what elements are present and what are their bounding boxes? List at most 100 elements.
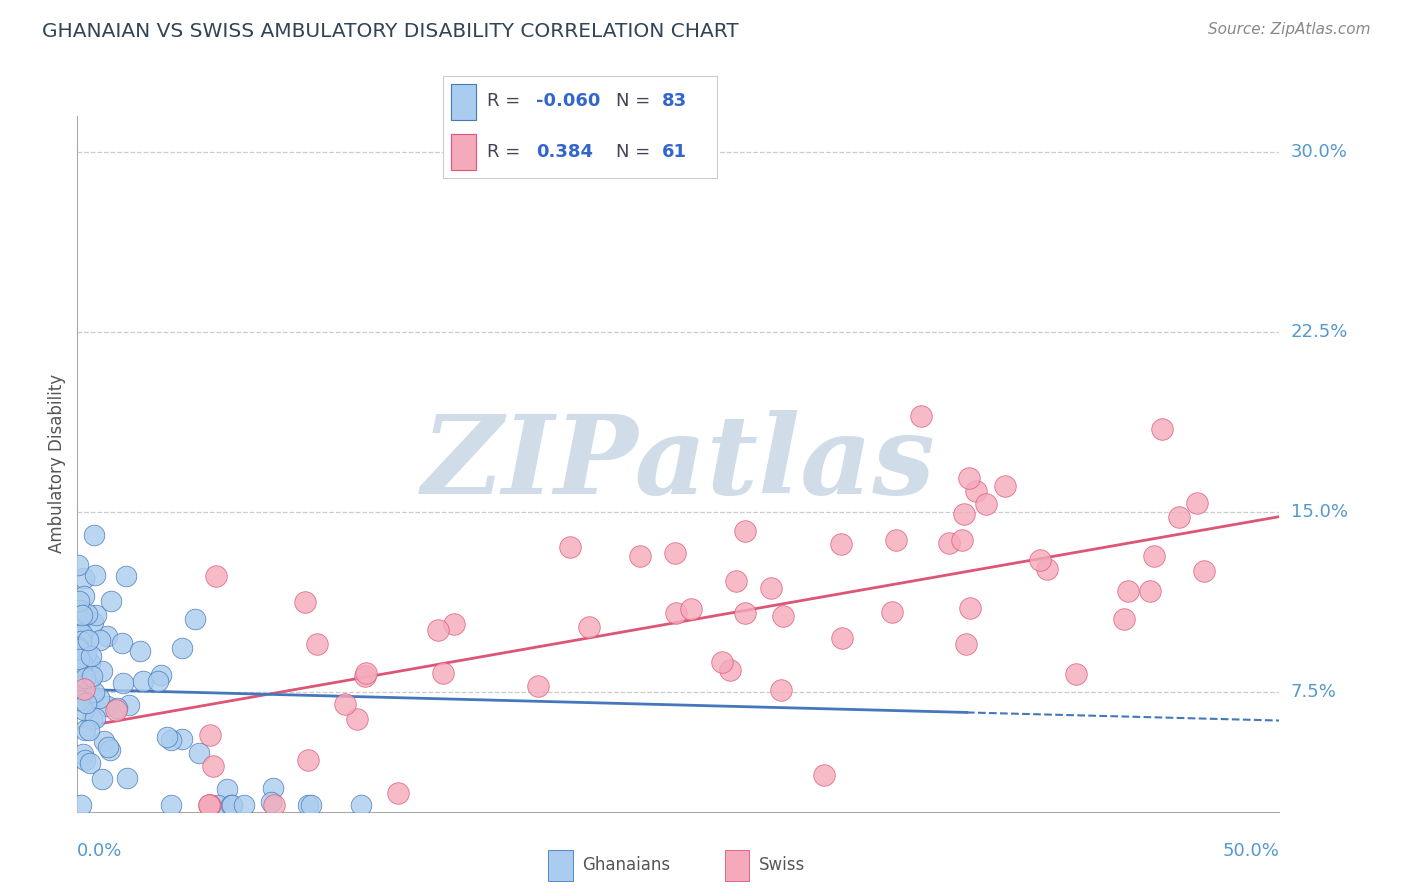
Text: 0.384: 0.384 [536, 143, 593, 161]
Point [527, 680, 550, 694]
Point [72, 610, 94, 624]
Point [725, 574, 748, 589]
Point [953, 507, 976, 521]
Point [66, 641, 89, 656]
Point [98, 743, 121, 757]
Point [770, 683, 793, 698]
Point [1150, 422, 1173, 436]
Point [67, 618, 90, 632]
Point [96, 698, 118, 713]
Point [73, 671, 96, 685]
Point [880, 605, 903, 619]
Point [156, 730, 179, 744]
Point [89, 633, 111, 648]
Point [172, 731, 194, 746]
Text: R =: R = [486, 143, 520, 161]
Point [427, 624, 450, 638]
Point [73, 571, 96, 585]
Point [96, 629, 118, 643]
Text: 22.5%: 22.5% [1291, 323, 1348, 341]
Point [813, 767, 835, 781]
Point [77, 723, 100, 737]
Point [111, 676, 134, 690]
Point [67, 652, 90, 666]
Point [346, 712, 368, 726]
Bar [724, 849, 749, 881]
Point [910, 409, 932, 423]
Point [69, 677, 91, 691]
Point [93, 734, 115, 748]
Point [80, 668, 103, 682]
Text: 61: 61 [662, 143, 688, 161]
Point [1114, 612, 1136, 626]
Point [1139, 583, 1161, 598]
Point [70, 657, 93, 671]
Point [91, 772, 114, 786]
Text: N =: N = [616, 143, 650, 161]
Point [262, 781, 284, 796]
Text: 0.0%: 0.0% [77, 842, 122, 860]
Text: 7.5%: 7.5% [1291, 682, 1337, 701]
Text: -0.060: -0.060 [536, 93, 600, 111]
Point [100, 593, 122, 607]
Point [665, 606, 688, 620]
Point [172, 640, 194, 655]
Point [734, 606, 756, 620]
Point [831, 632, 853, 646]
Point [72, 747, 94, 761]
Text: 30.0%: 30.0% [1291, 143, 1347, 161]
Point [558, 540, 581, 554]
Point [299, 797, 322, 812]
Point [75, 647, 97, 661]
Point [80, 648, 103, 663]
Point [974, 497, 997, 511]
Point [150, 668, 173, 682]
Point [333, 697, 356, 711]
Point [1185, 496, 1208, 510]
Point [205, 569, 228, 583]
Point [73, 703, 96, 717]
Text: GHANAIAN VS SWISS AMBULATORY DISABILITY CORRELATION CHART: GHANAIAN VS SWISS AMBULATORY DISABILITY … [42, 22, 738, 41]
Point [307, 637, 329, 651]
Point [72, 627, 94, 641]
Point [75, 666, 97, 681]
Point [146, 674, 169, 689]
Point [578, 620, 600, 634]
Point [759, 581, 782, 595]
Point [200, 728, 222, 742]
Point [1143, 549, 1166, 563]
Bar [451, 84, 475, 120]
Point [664, 545, 686, 559]
Point [66, 659, 89, 673]
Point [87, 691, 110, 706]
Text: 15.0%: 15.0% [1291, 503, 1347, 521]
Point [679, 602, 702, 616]
Point [1168, 509, 1191, 524]
Point [79, 672, 101, 686]
Point [82, 712, 104, 726]
Point [160, 797, 183, 812]
Point [354, 665, 377, 680]
Point [350, 797, 373, 812]
Point [830, 537, 852, 551]
Point [259, 795, 281, 809]
Text: ZIPatlas: ZIPatlas [422, 410, 935, 517]
Point [84, 568, 107, 582]
Point [1036, 562, 1059, 576]
Point [77, 633, 100, 648]
Point [297, 797, 319, 812]
Point [221, 797, 243, 812]
Point [73, 681, 96, 696]
Point [84, 608, 107, 623]
Point [965, 484, 987, 499]
Point [84, 711, 107, 725]
Point [1116, 584, 1139, 599]
Point [215, 782, 238, 797]
Point [443, 616, 465, 631]
Point [718, 663, 741, 677]
Point [67, 593, 90, 607]
Point [75, 696, 97, 710]
Point [66, 558, 89, 572]
Point [118, 698, 141, 712]
Point [938, 536, 960, 550]
